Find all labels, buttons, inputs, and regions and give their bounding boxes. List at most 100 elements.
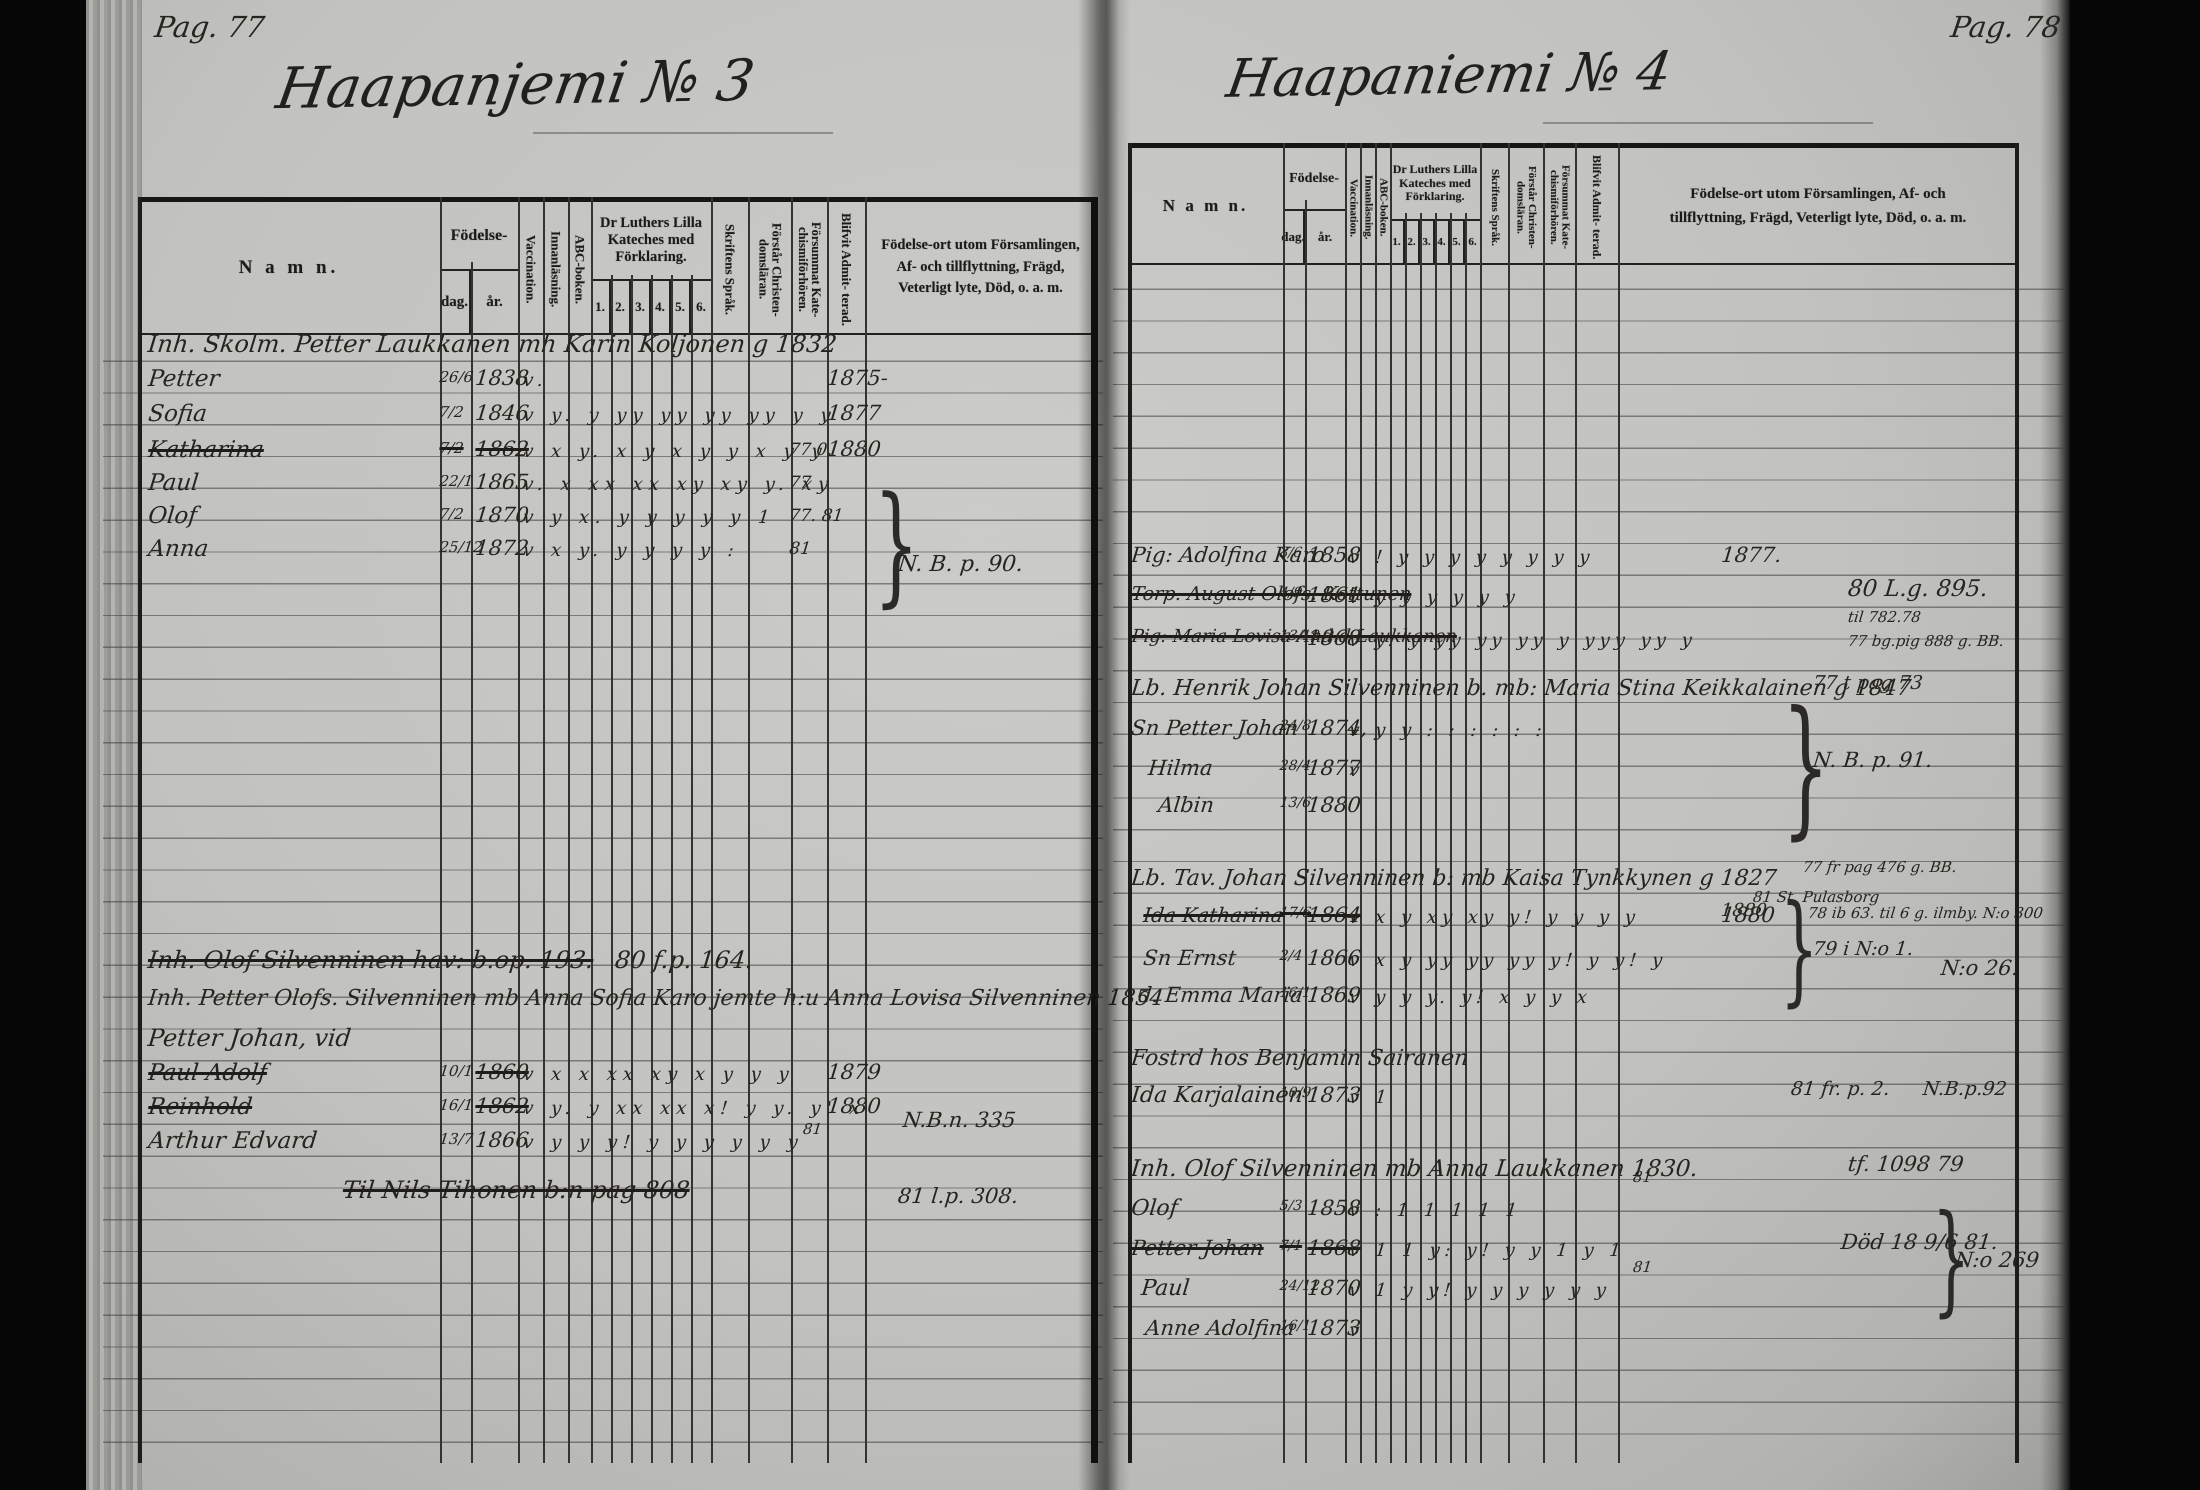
margin-note: 81 [1632,1168,1654,1186]
col-header-k1: 1. [1390,221,1405,263]
column-line [1575,143,1577,1463]
entry-name: Hilma [1147,756,1214,780]
family-line-text: Inh. Olof Silvenninen mb Anna Laukkanen … [1129,1156,1700,1182]
col-header-k3: 3. [1420,221,1435,263]
family-header-line: Inh. Skolm. Petter Laukkanen mh Karin Ko… [147,330,839,358]
family-header-line: Lb. Tav. Johan Silvenninen b: mb Kaisa T… [1130,866,1778,891]
col-header-fodelse-label: Födelse- [450,226,508,244]
col-header-forsummat: Försummat Kate- chismiförhören. [1548,165,1572,250]
entry-marks: v [1348,1320,1366,1341]
entry-marks: v 1 1 y: y! y y 1 y 1 [1348,1240,1627,1261]
column-line [748,197,750,1463]
col-header-kateches-label: Dr Luthers Lilla Kateches med Förklaring… [1392,161,1478,204]
entry-marks: v y y : : : : : : [1348,720,1548,741]
margin-note: 81 [802,1120,824,1138]
book-gutter-shadow [1078,0,1130,1490]
column-line [518,197,520,1463]
entry-name: Sofia [146,401,209,427]
family-line-text: Fostrd hos Benjamin Sairanen [1129,1046,1470,1071]
col-header-k5: 5. [1450,221,1465,263]
col-header-skriftens: Skriftens Språk. [722,223,738,316]
entry-name: Paul [146,470,201,496]
entry-name: Reinhold [146,1094,254,1120]
column-line [1390,143,1392,1463]
entry-birth-day: 4/9 [1278,585,1304,601]
entry-name: Arthur Edvard [146,1128,319,1154]
family-header-line: Petter Johan, vid [147,1024,353,1052]
entry-marks: v. [522,370,551,391]
entry-birth-day: 10/1 [438,1062,475,1080]
margin-note: 81 fr. p. 2. [1789,1078,1891,1100]
entry-marks: v 1 [1348,1087,1393,1108]
margin-note: N.B.p.92 [1921,1078,2008,1100]
column-line [1450,213,1452,1463]
column-line [1345,143,1347,1463]
margin-note: 78 ib 63. til 6 g. ilmby. N:o 300 [1807,904,2044,922]
column-line [827,197,829,1463]
column-line [671,275,673,1463]
col-header-innanlasning: Innanläsning. [1362,175,1375,240]
col-header-k2: 2. [1405,221,1420,263]
entry-name: Olof [1130,1196,1180,1221]
entry-admitted: 1880 [826,437,883,461]
ledger-page-right: Pag. 78 Haapaniemi № 4 N a m n. Födelse-… [1113,0,2065,1490]
entry-name: Albin [1157,793,1216,817]
table-header-left: N a m n. Födelse- dag. år. Vaccination. … [138,197,1096,335]
margin-note: N. B. p. 91. [1811,748,1934,772]
entry-birth-day: 7/2 [438,403,465,421]
margin-note: 77 bg.pig 888 g. BB. [1847,632,2005,650]
family-header-line: Inh. Petter Olofs. Silvenninen mb Anna S… [147,986,1165,1011]
grouping-brace: } [1781,680,1830,854]
margin-note: N:o 269 [1953,1248,2041,1272]
entry-marks: v y. y yy yy yy yy y y [522,405,838,426]
ledger-page-left: Pag. 77 Haapanjemi № 3 N a m n. Födelse-… [103,0,1165,1490]
entry-admitted: 1875- [826,366,890,390]
col-header-k5: 5. [671,281,691,333]
entry-admitted: 1877. [1720,543,1783,567]
page-title-right: Haapaniemi № 4 [1222,41,1676,110]
family-line-text: Petter Johan, vid [146,1024,353,1052]
col-header-forsummat: Försummat Kate- chismiförhören. [796,221,824,318]
entry-marks: v 1 y y! y y y y y y [1348,1280,1612,1301]
entry-marks: v : 1 1 1 1 1 [1348,1200,1524,1221]
column-line [1405,213,1407,1463]
col-header-k1: 1. [591,281,611,333]
entry-marks: v y. y yy yy yy y yyy yy y [1348,630,1698,651]
col-header-abc: ABC-boken. [572,235,588,304]
entry-marks: v [1348,760,1366,781]
ruled-lines [103,330,1103,1465]
entry-marks: v ! y y y y y y y y [1348,547,1596,568]
entry-birth-day: 16/1 [438,1096,475,1114]
col-header-ar: år. [486,293,503,310]
entry-forsummat: 77. 81 [788,506,845,526]
grouping-brace: } [873,468,920,620]
entry-admitted: 1877 [826,401,883,425]
column-line [1420,213,1422,1463]
column-line [138,197,142,1463]
entry-birth-day: 13/7 [438,1130,475,1148]
col-header-dag: dag. [1281,211,1305,263]
column-line [591,197,593,1463]
entry-admitted: 1880 [826,1094,883,1118]
col-header-vaccination: Vaccination. [523,235,539,304]
entry-birth-day: 3/6 [1278,545,1304,561]
table-header-right: N a m n. Födelse- dag. år. Vaccination. … [1128,143,2018,265]
col-header-fodelseort: Födelse-ort utom Församlingen, Af- och t… [1669,185,1967,226]
ruled-lines [1113,258,2065,1465]
entry-name: Anne Adolfina [1144,1316,1297,1340]
entry-marks: v x y yy yy yy y! y y! y [1348,950,1669,971]
margin-note: N:o 26. [1939,956,2020,980]
margin-note: N.B.n. 335 [901,1108,1018,1132]
family-line-text: Til Nils Tihonen b:n pag 808 [341,1176,692,1204]
col-header-k3: 3. [631,281,651,333]
entry-birth-day: 7/2 [438,505,465,523]
family-line-text: Inh. Petter Olofs. Silvenninen mb Anna S… [146,986,1165,1011]
col-header-k6: 6. [696,299,706,314]
margin-note: 79 i N:o 1. [1811,938,1915,960]
entry-marks: v y y y. y! x y y x [1348,987,1594,1008]
column-line [1375,143,1377,1463]
crossed-out-line: Til Nils Tihonen b:n pag 808 [342,1176,692,1204]
entry-birth-day: 5/3 [1278,1198,1304,1214]
entry-marks: v x x xx xy x y y y [522,1064,796,1085]
